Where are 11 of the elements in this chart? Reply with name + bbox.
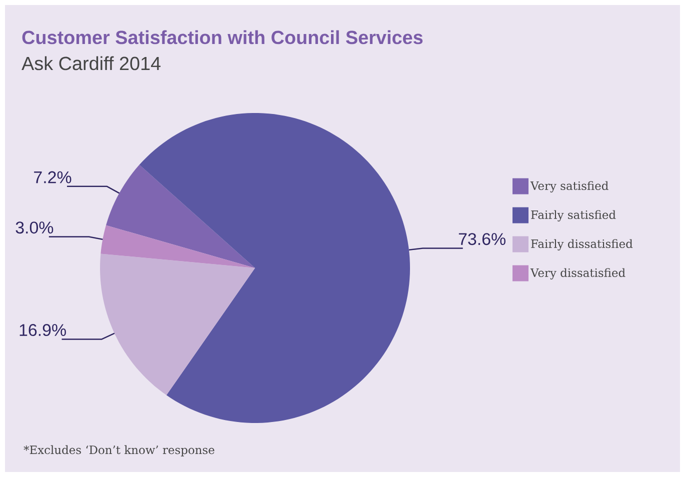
data-label: 16.9% [20,324,66,336]
legend-label: Very dissatisfied [530,268,626,280]
chart-subtitle: Ask Cardiff 2014 [22,56,161,70]
chart-title: Customer Satisfaction with Council Services [22,30,423,44]
legend-label: Fairly dissatisfied [531,239,633,250]
text: *Excludes ‘Don’t know’ response [24,445,214,456]
legend-label: Fairly satisfied [531,210,616,222]
legend-label: Very satisfied [530,181,608,192]
data-label: 7.2% [34,171,72,184]
data-label: 3.0% [16,222,54,234]
data-label: 73.6% [458,233,506,246]
